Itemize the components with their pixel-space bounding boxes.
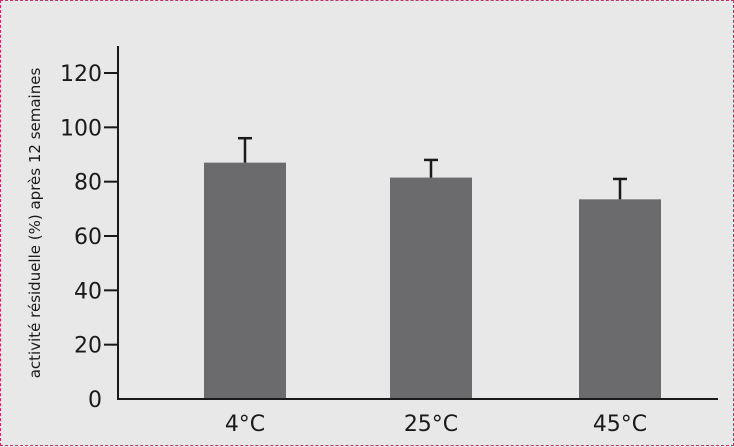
bar-1 bbox=[390, 177, 472, 399]
error-bars bbox=[238, 136, 627, 200]
y-tick-label-100: 100 bbox=[60, 116, 102, 141]
y-tick-label-40: 40 bbox=[74, 279, 102, 304]
y-tick-label-120: 120 bbox=[60, 62, 102, 87]
y-tick-label-80: 80 bbox=[74, 171, 102, 196]
x-tick-label-1: 25°C bbox=[404, 412, 458, 437]
bar-2 bbox=[579, 199, 661, 399]
y-axis: 0 20 40 60 80 100 120 bbox=[60, 46, 119, 413]
y-tick-label-60: 60 bbox=[74, 225, 102, 250]
y-tick-label-20: 20 bbox=[74, 334, 102, 359]
y-axis-title: activité résiduelle (%) après 12 semaine… bbox=[26, 68, 44, 379]
bar-0 bbox=[204, 162, 286, 399]
y-tick-label-0: 0 bbox=[88, 388, 102, 413]
x-tick-label-0: 4°C bbox=[225, 412, 265, 437]
bars bbox=[204, 162, 661, 399]
x-tick-label-2: 45°C bbox=[593, 412, 647, 437]
x-axis: 4°C 25°C 45°C bbox=[117, 398, 718, 437]
